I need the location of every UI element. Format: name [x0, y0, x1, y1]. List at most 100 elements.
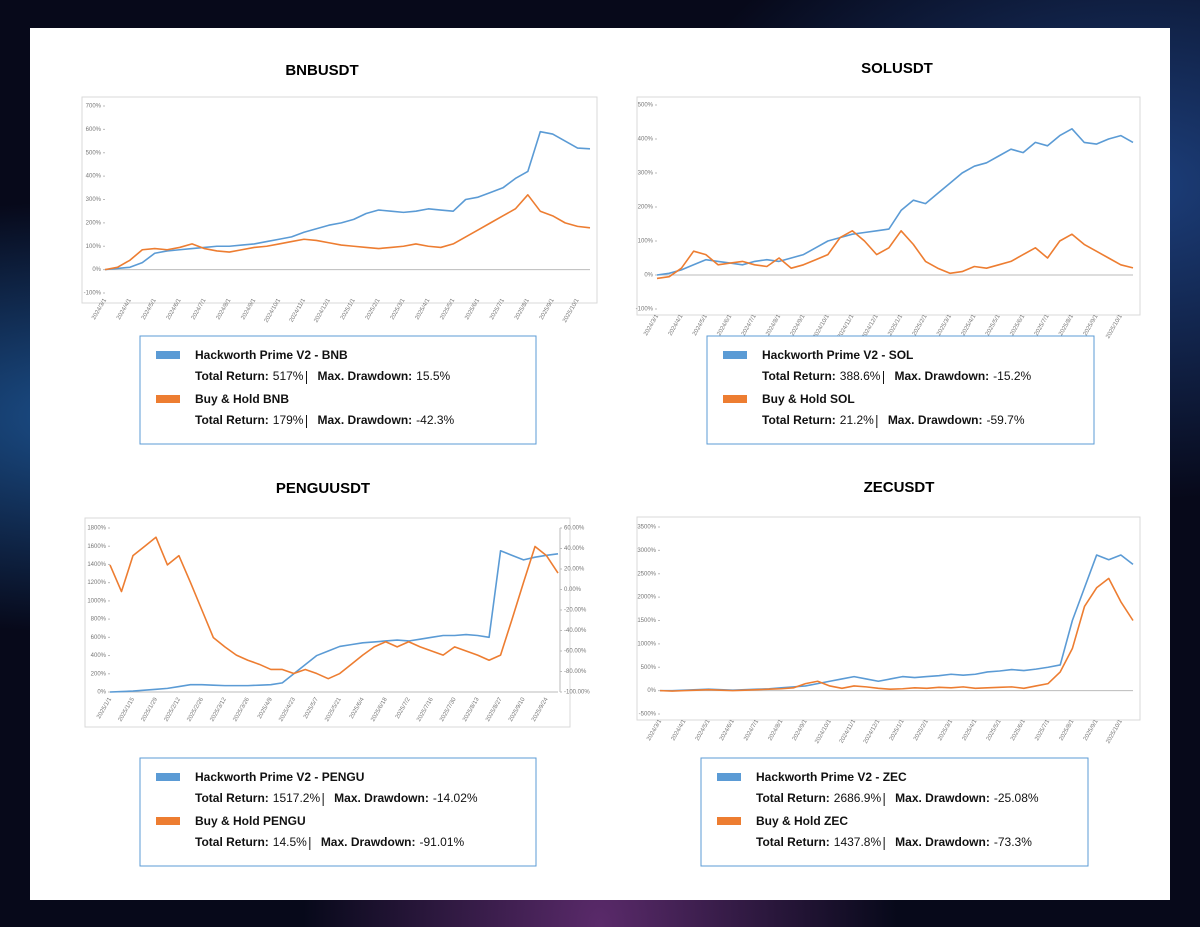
legend-label: Buy & Hold PENGU — [195, 814, 306, 828]
y-tick-label: -100% — [636, 307, 654, 313]
y-tick-label: 200% — [638, 205, 654, 211]
legend-stats: Total Return: 388.6% Max. Drawdown: -15.2% — [762, 369, 1032, 383]
y-tick-label: 500% — [641, 665, 657, 671]
legend-swatch — [717, 773, 741, 781]
stat-label: Max. Drawdown: — [894, 369, 989, 383]
legend-box — [139, 757, 537, 867]
stat-label: Max. Drawdown: — [334, 791, 429, 805]
y-tick-label: 500% — [638, 103, 654, 109]
y2-tick-label: -40.00% — [564, 628, 587, 634]
y2-tick-label: 20.00% — [564, 567, 585, 573]
y-tick-label: 2000% — [637, 595, 656, 601]
legend-label: Hackworth Prime V2 - ZEC — [756, 770, 907, 784]
chart-title: BNBUSDT — [285, 62, 358, 79]
y-tick-label: 400% — [86, 174, 102, 180]
legend-stats: Total Return: 2686.9% Max. Drawdown: -25.08… — [756, 791, 1039, 805]
y2-tick-label: 40.00% — [564, 546, 585, 552]
legend-swatch — [156, 351, 180, 359]
stat-value: -42.3% — [416, 413, 454, 427]
y-tick-label: 1000% — [87, 598, 106, 604]
y-tick-label: 1000% — [637, 641, 656, 647]
stat-value: -73.3% — [994, 835, 1032, 849]
y-tick-label: -500% — [639, 712, 657, 718]
stat-value: 2686.9% — [834, 791, 882, 805]
stat-label: Total Return: — [762, 369, 836, 383]
y-tick-label: 600% — [91, 635, 107, 641]
y-tick-label: 1200% — [87, 580, 106, 586]
stat-value: 517% — [273, 369, 304, 383]
legend-swatch — [723, 395, 747, 403]
chart-title: SOLUSDT — [861, 60, 933, 77]
legend-swatch — [156, 395, 180, 403]
legend-label: Hackworth Prime V2 - PENGU — [195, 770, 364, 784]
y-tick-label: 1500% — [637, 618, 656, 624]
y-tick-label: 400% — [91, 653, 107, 659]
stat-value: -59.7% — [987, 413, 1025, 427]
y-tick-label: 3000% — [637, 548, 656, 554]
y-tick-label: 300% — [86, 197, 102, 203]
stat-value: 21.2% — [840, 413, 874, 427]
stat-label: Total Return: — [195, 369, 269, 383]
stat-value: 179% — [273, 413, 304, 427]
stat-value: 15.5% — [416, 369, 450, 383]
y2-tick-label: -60.00% — [564, 649, 587, 655]
y-tick-label: 200% — [91, 671, 107, 677]
legend-label: Buy & Hold SOL — [762, 392, 855, 406]
stat-label: Max. Drawdown: — [895, 835, 990, 849]
chart-frame — [636, 96, 1141, 316]
y-tick-label: 200% — [86, 220, 102, 226]
stat-label: Total Return: — [762, 413, 836, 427]
y-tick-label: 0% — [92, 267, 101, 273]
series-line — [104, 194, 591, 271]
legend-label: Buy & Hold BNB — [195, 392, 289, 406]
stat-value: -91.01% — [420, 835, 465, 849]
stat-label: Max. Drawdown: — [895, 791, 990, 805]
series-line — [109, 536, 559, 680]
y2-tick-label: 60.00% — [564, 526, 585, 532]
stat-label: Max. Drawdown: — [317, 369, 412, 383]
legend-label: Buy & Hold ZEC — [756, 814, 848, 828]
chart-frame — [81, 96, 598, 304]
chart-title: PENGUUSDT — [276, 480, 370, 497]
stat-value: -15.2% — [993, 369, 1031, 383]
legend-stats: Total Return: 14.5% Max. Drawdown: -91.01% — [195, 835, 465, 849]
series-line — [659, 577, 1134, 692]
y-tick-label: 1400% — [87, 562, 106, 568]
y-tick-label: 0% — [647, 688, 656, 694]
stat-label: Total Return: — [195, 835, 269, 849]
legend-stats: Total Return: 21.2% Max. Drawdown: -59.7% — [762, 413, 1025, 427]
chart-frame — [636, 516, 1141, 721]
series-line — [656, 230, 1134, 280]
y-tick-label: 400% — [638, 137, 654, 143]
legend-swatch — [723, 351, 747, 359]
legend-swatch — [717, 817, 741, 825]
panel — [30, 28, 1170, 900]
y-tick-label: 800% — [91, 617, 107, 623]
y-tick-label: 1800% — [87, 526, 106, 532]
stat-label: Max. Drawdown: — [888, 413, 983, 427]
y-tick-label: 100% — [86, 244, 102, 250]
y-tick-label: 700% — [86, 104, 102, 110]
stat-value: 388.6% — [840, 369, 881, 383]
stat-label: Max. Drawdown: — [317, 413, 412, 427]
y-tick-label: 300% — [638, 171, 654, 177]
stat-label: Total Return: — [195, 791, 269, 805]
legend-swatch — [156, 773, 180, 781]
legend-box — [700, 757, 1089, 867]
stat-value: 1437.8% — [834, 835, 882, 849]
series-line — [104, 130, 591, 271]
y-tick-label: 100% — [638, 239, 654, 245]
legend-label: Hackworth Prime V2 - BNB — [195, 348, 348, 362]
legend-swatch — [156, 817, 180, 825]
y-tick-label: 600% — [86, 127, 102, 133]
stat-value: 1517.2% — [273, 791, 321, 805]
legend-box — [706, 335, 1095, 445]
chart-title: ZECUSDT — [864, 479, 935, 496]
stat-label: Total Return: — [756, 835, 830, 849]
stat-label: Total Return: — [756, 791, 830, 805]
stat-label: Total Return: — [195, 413, 269, 427]
stat-value: 14.5% — [273, 835, 307, 849]
y-tick-label: 3500% — [637, 525, 656, 531]
